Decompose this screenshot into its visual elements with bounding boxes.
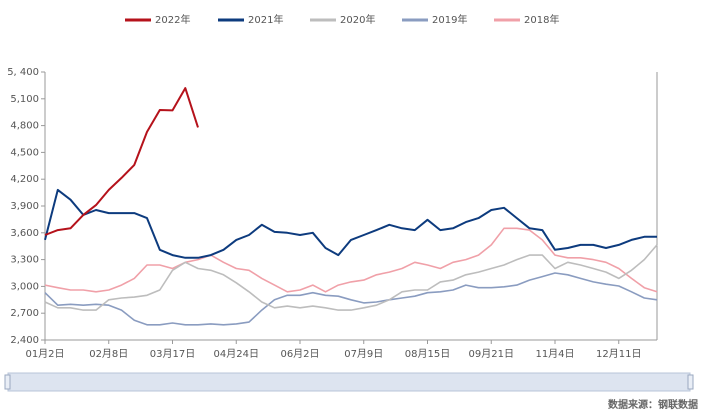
legend-label: 2018年 xyxy=(524,13,559,26)
x-tick-label: 04月24日 xyxy=(214,348,259,360)
y-tick-label: 2,400 xyxy=(10,335,39,346)
x-tick-label: 02月8日 xyxy=(89,348,128,360)
x-tick-label: 01月2日 xyxy=(25,348,64,360)
y-tick-label: 5,100 xyxy=(10,94,39,105)
y-tick-label: 3,600 xyxy=(10,228,39,239)
legend-label: 2021年 xyxy=(248,13,283,26)
series-line xyxy=(44,244,658,311)
y-tick-label: 2,700 xyxy=(10,308,39,319)
slider-track[interactable] xyxy=(7,372,691,392)
y-tick-label: 4,500 xyxy=(10,147,39,158)
series-line xyxy=(44,87,199,236)
zoom-slider[interactable] xyxy=(4,372,694,392)
x-tick-label: 09月21日 xyxy=(469,348,514,360)
x-tick-label: 03月17日 xyxy=(150,348,195,360)
x-tick-label: 06月2日 xyxy=(280,348,319,360)
source-note: 数据来源：钢联数据 xyxy=(608,398,698,411)
series-line xyxy=(44,188,657,259)
legend-label: 2020年 xyxy=(340,13,375,26)
series-line xyxy=(44,227,658,293)
y-tick-label: 3,900 xyxy=(10,201,39,212)
legend-label: 2019年 xyxy=(432,13,467,26)
slider-handle[interactable] xyxy=(4,374,11,390)
x-tick-label: 08月15日 xyxy=(405,348,450,360)
y-tick-label: 4,200 xyxy=(10,174,39,185)
y-tick-label: 3,000 xyxy=(10,281,39,292)
x-tick-label: 12月11日 xyxy=(596,348,641,360)
y-tick-label: 4,800 xyxy=(10,121,39,132)
x-tick-label: 07月9日 xyxy=(344,348,383,360)
legend-label: 2022年 xyxy=(155,13,190,26)
series-line xyxy=(44,272,658,326)
slider-handle[interactable] xyxy=(687,374,694,390)
y-tick-label: 5, 400 xyxy=(7,67,39,78)
x-tick-label: 11月4日 xyxy=(535,348,574,360)
y-tick-label: 3,300 xyxy=(10,255,39,266)
